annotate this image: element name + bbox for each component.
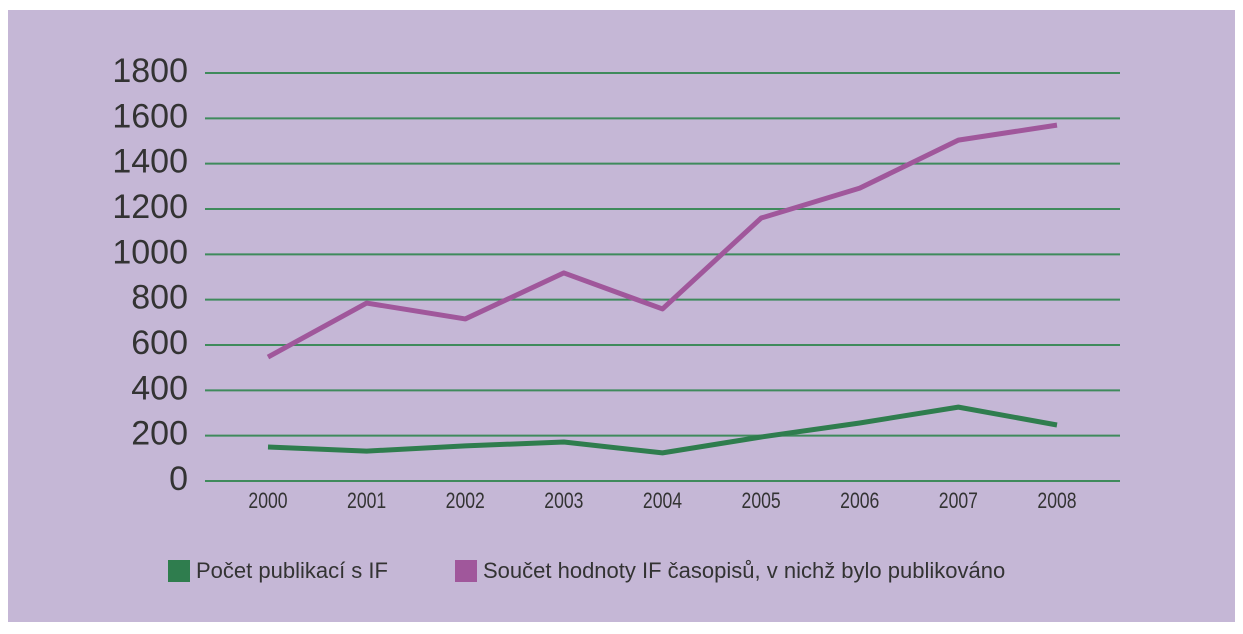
legend-label: Počet publikací s IF [196, 558, 388, 583]
y-tick-label: 200 [131, 415, 188, 453]
y-tick-label: 1800 [112, 52, 188, 90]
x-tick-label: 2007 [939, 489, 978, 513]
legend-swatch [455, 560, 477, 582]
x-tick-label: 2005 [742, 489, 781, 513]
x-tick-label: 2003 [544, 489, 583, 513]
line-series [266, 122, 1058, 360]
legend-swatch [168, 560, 190, 582]
legend-label: Součet hodnoty IF časopisů, v nichž bylo… [483, 558, 1005, 583]
x-tick-label: 2006 [840, 489, 879, 513]
y-tick-label: 1000 [112, 233, 188, 271]
x-tick-label: 2004 [643, 489, 682, 513]
y-tick-label: 1600 [112, 97, 188, 135]
x-tick-label: 2000 [248, 489, 287, 513]
line-series [267, 404, 1058, 456]
y-tick-label: 800 [131, 279, 188, 317]
background [8, 10, 1235, 622]
y-tick-label: 400 [131, 369, 188, 407]
y-tick-label: 0 [169, 460, 188, 498]
x-tick-label: 2008 [1037, 489, 1076, 513]
y-tick-label: 600 [131, 324, 188, 362]
x-tick-label: 2002 [446, 489, 485, 513]
y-tick-label: 1400 [112, 143, 188, 181]
y-tick-label: 1200 [112, 188, 188, 226]
x-tick-label: 2001 [347, 489, 386, 513]
